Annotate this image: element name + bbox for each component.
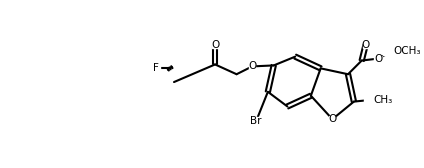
Polygon shape [374, 56, 382, 61]
Polygon shape [212, 42, 218, 48]
Text: F: F [153, 63, 159, 73]
Text: O: O [362, 40, 370, 50]
Text: Br: Br [251, 116, 262, 126]
Polygon shape [383, 47, 403, 55]
Text: O: O [328, 114, 337, 124]
Polygon shape [152, 65, 160, 71]
Polygon shape [364, 96, 383, 103]
Text: CH₃: CH₃ [374, 95, 393, 105]
Text: OCH₃: OCH₃ [393, 46, 421, 56]
Text: O: O [248, 61, 257, 71]
Polygon shape [248, 117, 264, 125]
Polygon shape [249, 64, 255, 69]
Polygon shape [329, 116, 335, 122]
Text: O: O [374, 54, 382, 64]
Polygon shape [363, 42, 368, 48]
Text: O: O [211, 40, 219, 50]
